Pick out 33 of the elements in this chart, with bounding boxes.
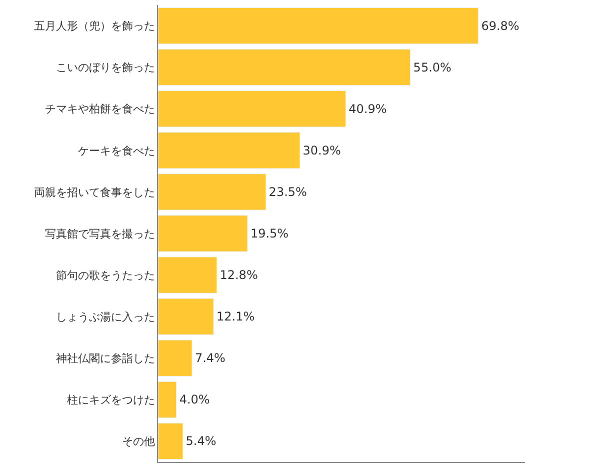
bar <box>158 132 300 169</box>
y-tick-label: 両親を招いて食事をした <box>34 186 155 199</box>
data-label: 4.0% <box>179 392 210 407</box>
data-label: 5.4% <box>186 434 216 448</box>
data-label: 23.5% <box>268 184 307 199</box>
data-label: 19.5% <box>250 226 289 240</box>
y-tick-label: ケーキを食べた <box>78 144 155 158</box>
bar <box>158 215 248 252</box>
y-tick-label: 柱にキズをつけた <box>66 394 155 407</box>
data-label: 12.1% <box>216 310 255 324</box>
y-tick-label: その他 <box>122 435 155 448</box>
y-tick-label: 節句の歌をうたった <box>56 268 155 282</box>
y-tick-label: こいのぼりを飾った <box>56 61 155 74</box>
y-tick-label: チマキや柏餅を食べた <box>44 102 155 116</box>
bar <box>158 174 266 210</box>
bar <box>158 422 184 460</box>
bar <box>158 381 177 418</box>
y-tick-label: 神社仏閣に参詣した <box>56 352 155 365</box>
bar <box>158 340 192 376</box>
bar <box>158 256 217 294</box>
data-label: 30.9% <box>302 143 341 158</box>
y-tick-label: しょうぶ湯に入った <box>56 310 155 324</box>
bar <box>158 298 214 335</box>
bar <box>158 49 411 86</box>
data-label: 69.8% <box>481 18 520 33</box>
bar <box>158 7 478 44</box>
data-label: 7.4% <box>194 351 226 366</box>
data-label: 12.8% <box>220 268 258 282</box>
y-tick-label: 五月人形（兜）を飾った <box>34 20 155 33</box>
data-label: 40.9% <box>348 102 387 116</box>
data-label: 55.0% <box>413 60 452 74</box>
bar <box>158 90 346 128</box>
y-tick-label: 写真館で写真を撮った <box>44 227 155 240</box>
